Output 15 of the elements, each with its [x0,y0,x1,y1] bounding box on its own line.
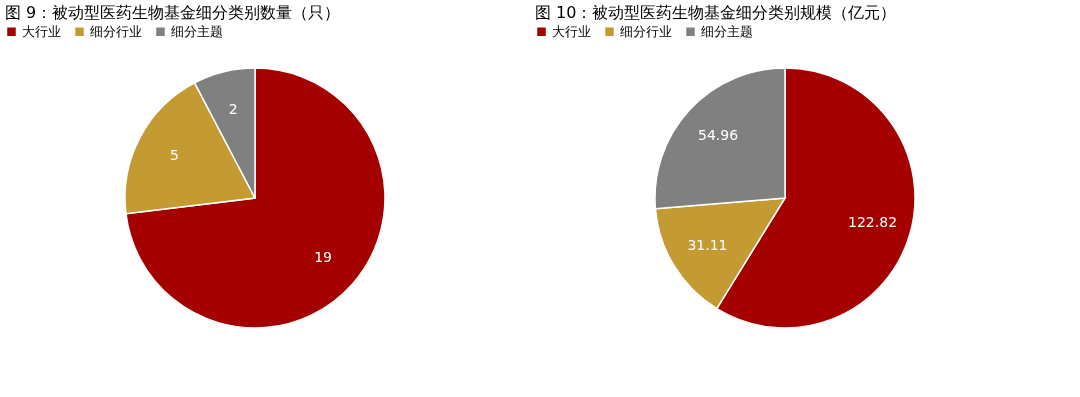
chart-title: 图 9：被动型医药生物基金细分类别数量（只） [5,3,341,22]
data-label: 19 [314,249,333,266]
legend-label: 细分主题 [171,23,223,39]
legend-label: 细分行业 [90,23,142,39]
legend-label: 大行业 [552,23,591,39]
data-label: 2 [228,100,238,117]
legend-label: 细分行业 [620,23,672,39]
pie-slice [125,67,386,329]
chart-title: 图 10：被动型医药生物基金细分类别规模（亿元） [535,3,897,22]
data-label: 54.96 [698,127,739,144]
data-label: 31.11 [687,236,728,253]
legend-label: 大行业 [22,23,61,39]
data-label: 122.82 [848,213,898,230]
data-label: 5 [169,146,179,163]
legend-label: 细分主题 [701,23,753,39]
